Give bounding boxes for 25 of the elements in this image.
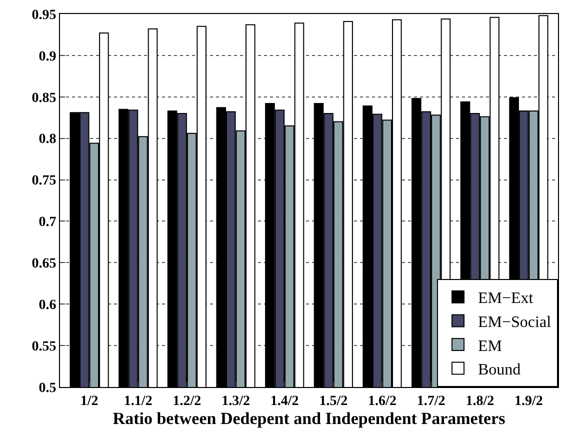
x-tick-label: 1.9/2 <box>514 394 543 409</box>
x-tick-label: 1.2/2 <box>172 394 202 409</box>
x-axis-title: Ratio between Dedepent and Independent Parameters <box>112 408 506 428</box>
y-tick-label: 0.7 <box>38 215 56 230</box>
x-tick-label: 1.8/2 <box>466 394 494 409</box>
y-tick-label: 0.8 <box>38 132 56 148</box>
legend-label: Bound <box>478 362 521 379</box>
x-tick-label: 1.3/2 <box>222 394 250 409</box>
y-tick-label: 0.85 <box>32 90 56 106</box>
x-tick-label: 1.7/2 <box>416 394 446 409</box>
y-tick-label: 0.9 <box>38 49 56 64</box>
x-tick-label: 1.5/2 <box>319 394 348 409</box>
x-tick-label: 1.6/2 <box>368 394 396 409</box>
legend-label: EM−Social <box>478 314 552 331</box>
x-tick-label: 1.1/2 <box>124 394 152 409</box>
y-tick-label: 0.65 <box>32 256 56 272</box>
y-tick-label: 0.75 <box>32 174 56 189</box>
legend-label: EM <box>478 338 502 355</box>
x-tick-label: 1.4/2 <box>270 394 299 409</box>
x-tick-label: 1/2 <box>80 394 98 409</box>
y-tick-label: 0.55 <box>32 339 56 354</box>
legend-label: EM−Ext <box>478 290 534 308</box>
y-tick-label: 0.5 <box>38 380 56 396</box>
y-tick-label: 0.6 <box>38 298 56 314</box>
y-tick-label: 0.95 <box>32 8 56 23</box>
